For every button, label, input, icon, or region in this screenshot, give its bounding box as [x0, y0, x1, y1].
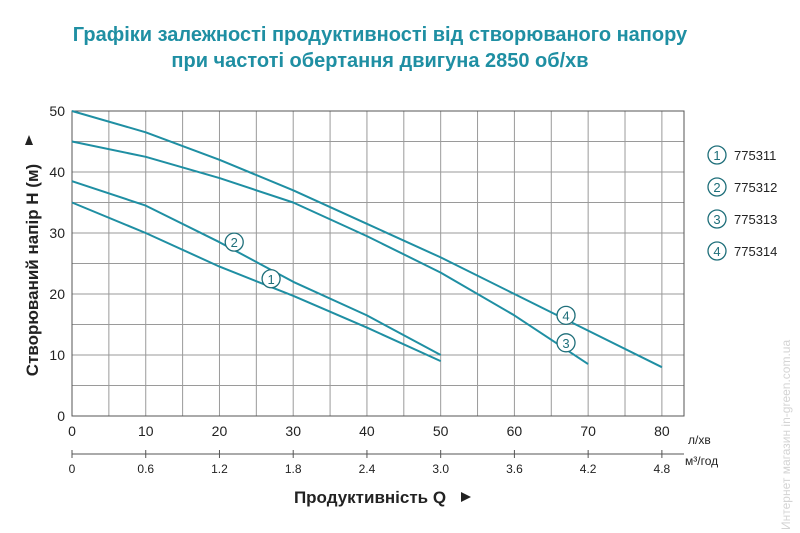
x2-tick-label: 4.8 — [654, 462, 671, 476]
curve-number-labels: 1 2 3 4 — [224, 232, 576, 353]
series-line-775311 — [71, 201, 442, 363]
y-tick-label: 10 — [49, 347, 65, 363]
legend-number: 3 — [713, 212, 720, 227]
legend-number-circle — [707, 209, 727, 229]
x-axis-title: Продуктивність Q — [294, 488, 446, 507]
chart-axes: 0 10 20 30 40 50 0 10 20 30 40 50 60 70 80 0 0.6 1.2 1.8 2.… — [49, 103, 685, 476]
plot-frame — [71, 110, 685, 417]
legend-entry: 775314 — [734, 244, 777, 259]
y-tick-label: 0 — [57, 408, 65, 424]
curve-number-circle — [261, 269, 281, 289]
x2-tick-label: 1.2 — [211, 462, 228, 476]
legend-number-circle — [707, 177, 727, 197]
legend-entry: 775312 — [734, 180, 777, 195]
y-tick-label: 40 — [49, 164, 65, 180]
curve-number-circle — [556, 333, 576, 353]
y-axis-title-text: Створюваний напір H (м) — [23, 164, 42, 376]
x-axis-title-text: Продуктивність Q — [294, 488, 446, 507]
chart-series — [71, 110, 663, 369]
x-tick-label: 20 — [212, 423, 228, 439]
y-tick-label: 30 — [49, 225, 65, 241]
legend-number-circle — [707, 241, 727, 261]
curve-number-label: 1 — [267, 272, 274, 287]
chart-grid — [71, 110, 685, 417]
x2-tick-label: 4.2 — [580, 462, 597, 476]
x-tick-label: 70 — [580, 423, 596, 439]
curve-number-circle — [556, 305, 576, 326]
curve-number-label: 2 — [231, 235, 238, 250]
series-line-775313 — [71, 140, 589, 365]
x-axis-arrow-icon — [461, 492, 471, 502]
x2-tick-label: 3.0 — [432, 462, 449, 476]
legend-entry: 775313 — [734, 212, 777, 227]
x2-axis-unit: м³/год — [685, 454, 718, 468]
curve-number-circle — [224, 232, 244, 252]
y-tick-label: 20 — [49, 286, 65, 302]
chart-title-line1: Графіки залежності продуктивності від ст… — [72, 24, 688, 46]
chart-legend: 1 775311 2 775312 3 775313 4 775314 — [707, 145, 777, 261]
legend-number: 4 — [713, 244, 720, 259]
series-line-775312 — [71, 180, 442, 356]
x2-tick-label: 0.6 — [137, 462, 154, 476]
legend-entry: 775311 — [734, 148, 776, 163]
curve-number-label: 3 — [562, 336, 569, 351]
x-tick-label: 50 — [433, 423, 449, 439]
curve-number-label: 4 — [562, 308, 569, 323]
x-tick-label: 60 — [507, 423, 523, 439]
x2-tick-label: 0 — [69, 462, 76, 476]
y-tick-label: 50 — [49, 103, 65, 119]
x-tick-label: 30 — [285, 423, 301, 439]
legend-number: 1 — [713, 148, 720, 163]
x2-tick-label: 2.4 — [359, 462, 376, 476]
chart-title: Графіки залежності продуктивності від ст… — [0, 22, 760, 74]
legend-number-circle — [707, 145, 727, 165]
y-axis-title: Створюваний напір H (м) — [23, 164, 42, 376]
x-tick-label: 0 — [68, 423, 76, 439]
chart-title-line2: при частоті обертання двигуна 2850 об/хв — [171, 50, 589, 72]
watermark: Интернет магазин in-green.com.ua — [779, 340, 793, 530]
x-tick-label: 40 — [359, 423, 375, 439]
x2-tick-label: 3.6 — [506, 462, 523, 476]
x-tick-label: 10 — [138, 423, 154, 439]
x-tick-label: 80 — [654, 423, 670, 439]
x-axis-unit: л/хв — [688, 433, 711, 447]
legend-number: 2 — [713, 180, 720, 195]
x2-tick-label: 1.8 — [285, 462, 302, 476]
y-axis-arrow-icon — [25, 135, 33, 145]
